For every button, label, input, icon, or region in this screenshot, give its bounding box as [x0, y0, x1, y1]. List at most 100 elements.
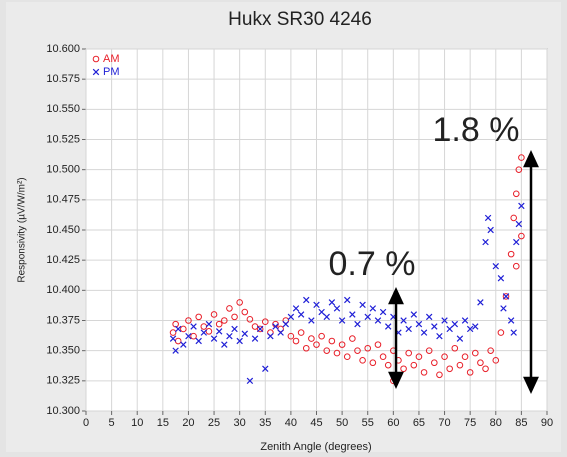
point: [231, 325, 238, 333]
point: [461, 317, 469, 324]
x-tick-label: 90: [541, 417, 553, 429]
point: [344, 296, 351, 304]
point: [472, 323, 479, 330]
point: [477, 299, 484, 306]
x-tick-label: 65: [413, 417, 425, 429]
point: [195, 337, 202, 345]
point: [174, 325, 182, 333]
point: [169, 329, 177, 336]
point: [236, 299, 243, 306]
x-tick-label: 15: [157, 417, 169, 429]
point: [507, 317, 515, 324]
point: [246, 315, 254, 323]
point: [210, 311, 218, 318]
point: [318, 308, 325, 316]
point: [482, 238, 489, 246]
point: [333, 305, 341, 312]
y-tick-label: 10.350: [46, 345, 80, 357]
x-tick-label: 5: [109, 417, 115, 429]
point: [492, 357, 500, 364]
point: [415, 320, 423, 328]
annotation: 1.8 %: [433, 111, 520, 149]
point: [287, 313, 295, 321]
y-axis-label: Responsivity (µV/W/m²): [17, 177, 28, 282]
point: [510, 214, 518, 222]
point: [369, 359, 377, 367]
x-tick-label: 25: [208, 417, 220, 429]
point: [333, 349, 341, 357]
point: [215, 320, 223, 328]
x-tick-label: 70: [438, 417, 450, 429]
point: [518, 202, 525, 210]
x-tick-label: 45: [310, 417, 322, 429]
point: [492, 262, 500, 270]
point: [431, 359, 438, 367]
point: [226, 305, 233, 312]
point: [446, 325, 453, 333]
x-tick-label: 60: [387, 417, 399, 429]
point: [510, 329, 517, 336]
chart-title: Hukx SR30 4246: [228, 9, 372, 30]
point: [484, 214, 492, 222]
point: [241, 330, 249, 337]
point: [185, 332, 192, 340]
point: [180, 325, 187, 333]
point: [451, 320, 459, 328]
point: [262, 365, 269, 372]
point: [313, 301, 320, 309]
point: [436, 332, 443, 340]
annotation: 0.7 %: [329, 245, 416, 283]
point: [405, 349, 413, 357]
legend-marker: [92, 68, 100, 76]
point: [466, 325, 474, 333]
point: [169, 335, 177, 342]
point: [241, 308, 249, 316]
point: [374, 317, 382, 324]
arrow-head: [523, 376, 539, 394]
x-tick-label: 80: [490, 417, 502, 429]
point: [502, 293, 510, 300]
point: [272, 323, 279, 330]
point: [359, 301, 366, 309]
point: [226, 332, 233, 340]
point: [200, 329, 208, 336]
point: [313, 341, 320, 348]
point: [364, 344, 372, 352]
point: [205, 328, 213, 335]
point: [456, 335, 464, 342]
point: [323, 313, 330, 321]
point: [400, 317, 407, 324]
arrow-head: [388, 287, 404, 305]
point: [482, 365, 489, 373]
x-tick-label: 40: [285, 417, 297, 429]
x-tick-label: 75: [464, 417, 476, 429]
point: [415, 353, 423, 361]
point: [236, 337, 243, 345]
point: [302, 344, 310, 352]
point: [267, 332, 274, 340]
x-axis-label: Zenith Angle (degrees): [260, 441, 371, 453]
annotation-arrows: [388, 150, 539, 394]
point: [461, 353, 469, 361]
point: [303, 296, 310, 304]
point: [431, 323, 438, 330]
point: [441, 353, 448, 361]
x-tick-label: 10: [131, 417, 143, 429]
x-tick-label: 0: [83, 417, 89, 429]
point: [308, 335, 315, 342]
point: [518, 154, 525, 161]
x-tick-label: 35: [259, 417, 271, 429]
point: [364, 313, 371, 321]
point: [328, 299, 336, 306]
point: [297, 329, 305, 336]
point: [354, 320, 361, 328]
point: [420, 329, 428, 336]
y-tick-label: 10.325: [46, 375, 80, 387]
point: [195, 313, 202, 321]
y-tick-label: 10.375: [46, 314, 80, 326]
point: [497, 329, 505, 336]
x-tick-label: 30: [234, 417, 246, 429]
point: [190, 332, 197, 340]
